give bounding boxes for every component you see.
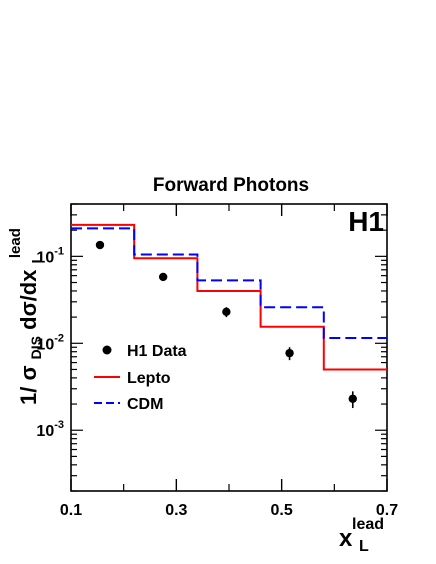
x-axis-label-sup: lead [352,516,384,533]
data-point-h1-data [158,272,168,282]
y-tick-label: 10-1 [36,245,64,266]
y-axis-ticks [71,203,387,492]
x-tick-label: 0.1 [60,502,82,519]
data-point-h1-data [285,348,294,358]
y-axis-label-sigma-sub: DIS [28,336,44,359]
plot-frame [70,203,388,492]
y-axis-label-sup: lead [7,228,24,258]
legend-label-cdm: CDM [127,396,163,413]
y-axis-tick-labels: 10-310-210-1 [36,245,64,440]
y-tick-label: 10-3 [36,419,64,440]
data-point-h1-data [95,240,105,250]
x-tick-label: 0.5 [271,502,293,519]
legend-label-lepto: Lepto [127,370,171,387]
y-tick-label-exponent: -3 [54,419,64,431]
y-axis-label-sigma: σ [16,365,41,380]
legend-marker-h1-data [102,345,112,355]
data-point-h1-data [348,394,357,403]
experiment-badge: H1 [348,206,384,237]
y-axis-label-prefix: 1/ [16,387,41,405]
x-axis-label-main: x [339,525,353,552]
data-point-h1-data [222,307,231,317]
x-axis-ticks [70,204,388,491]
series-points [95,240,357,409]
legend-label-h1-data: H1 Data [127,343,187,360]
legend: H1 Data Lepto CDM [94,343,187,413]
series-line-lepto [71,223,387,371]
series-lines [71,223,387,371]
x-axis-tick-labels: 0.1 0.3 0.5 0.7 [60,502,398,519]
y-axis-label-middle: dσ/dx [16,269,41,330]
legend-item-lepto: Lepto [94,370,171,387]
legend-item-cdm: CDM [94,396,163,413]
x-axis-label: x L lead [339,516,384,557]
series-line-cdm [71,227,387,340]
y-tick-label-base: 10 [36,249,54,266]
legend-item-h1-data: H1 Data [102,343,187,360]
y-axis-label: 1/ σ DIS dσ/dx L lead [7,228,47,405]
y-tick-label-exponent: -2 [54,332,64,344]
chart-title: Forward Photons [153,175,309,196]
y-tick-label-base: 10 [36,423,54,440]
x-tick-label: 0.7 [376,502,398,519]
x-tick-label: 0.3 [165,502,187,519]
x-axis-label-sub: L [359,538,369,555]
y-axis-label-sub: L [29,254,46,263]
y-tick-label: 10-2 [36,332,64,353]
y-tick-label-base: 10 [36,336,54,353]
y-tick-label-exponent: -1 [54,245,64,257]
